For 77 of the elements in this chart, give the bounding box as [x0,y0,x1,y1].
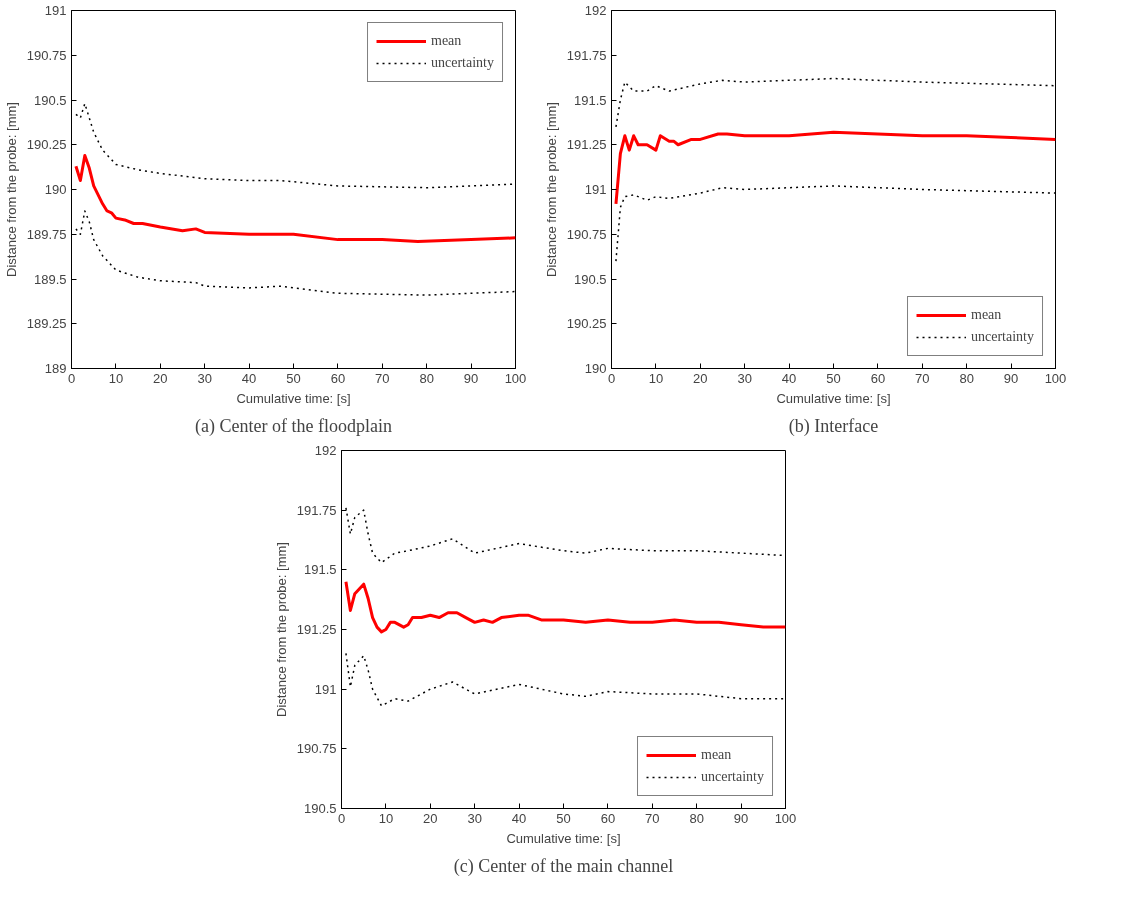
x-tick-label: 70 [375,370,390,386]
y-tick-label: 192 [314,443,337,458]
legend-label: uncertainty [701,769,764,785]
x-tick-label: 20 [153,370,168,386]
line-series [74,153,516,243]
x-tick-label: 70 [915,370,930,386]
line-series [344,580,786,634]
legend-label: mean [701,747,732,763]
y-tick-label: 190.5 [573,271,607,287]
x-tick-label: 50 [826,370,841,386]
y-tick-label: 189.75 [26,226,67,242]
x-tick-label: 80 [959,370,974,386]
legend-label: uncertainty [431,55,494,71]
y-tick-label: 190.5 [303,801,337,816]
x-axis-title: Cumulative time: [s] [506,830,621,846]
x-tick-label: 90 [733,810,749,826]
x-tick-label: 80 [689,810,704,826]
y-tick-label: 190.5 [33,92,67,108]
x-tick-label: 60 [870,370,886,386]
line-series [614,130,1056,206]
legend-label: mean [971,307,1002,323]
text: (a) Center of the floodplain [195,415,392,437]
x-axis-title: Cumulative time: [s] [776,390,891,406]
y-tick-label: 191 [314,681,337,697]
x-tick-label: 70 [645,810,660,826]
y-axis-title: Distance from the probe: [mm] [273,542,289,717]
y-tick-label: 190.25 [566,316,607,332]
y-axis-title: Distance from the probe: [mm] [543,102,559,277]
y-tick-label: 191.75 [566,47,607,63]
x-tick-label: 0 [607,370,616,386]
x-tick-label: 80 [419,370,434,386]
x-tick-label: 40 [241,370,257,386]
y-tick-label: 190 [44,182,67,197]
x-tick-label: 10 [378,810,394,826]
x-tick-label: 10 [648,370,664,386]
y-tick-label: 191.5 [303,562,337,578]
y-tick-label: 189.5 [33,271,67,287]
y-tick-label: 191.25 [296,622,337,637]
legend-label: uncertainty [971,329,1034,345]
x-axis-title: Cumulative time: [s] [236,390,351,406]
y-tick-label: 190.75 [26,47,67,63]
y-tick-label: 191.75 [296,502,337,518]
y-tick-label: 191.25 [566,137,607,153]
x-tick-label: 40 [781,370,797,386]
y-tick-label: 191.5 [573,92,607,108]
y-tick-label: 190.75 [296,741,337,757]
y-tick-label: 191 [584,182,607,197]
x-tick-label: 50 [556,810,571,826]
y-axis-title: Distance from the probe: [mm] [3,102,19,277]
x-tick-label: 0 [337,810,346,826]
line-series [345,652,786,707]
x-tick-label: 20 [423,810,438,826]
x-tick-label: 90 [463,370,479,386]
legend-label: mean [431,33,462,49]
x-tick-label: 60 [600,810,616,826]
x-tick-label: 60 [330,370,346,386]
y-tick-label: 189.25 [26,316,67,332]
y-tick-label: 190.25 [26,137,67,153]
x-tick-label: 20 [693,370,708,386]
x-tick-label: 50 [286,370,301,386]
y-tick-label: 192 [584,3,607,18]
y-tick-label: 190 [584,361,607,376]
x-tick-label: 10 [108,370,124,386]
x-tick-label: 100 [774,810,797,826]
y-tick-label: 190.75 [566,226,607,242]
text: (c) Center of the main channel [453,855,674,877]
x-tick-label: 30 [737,370,752,386]
text: (b) Interface [788,415,879,437]
x-tick-label: 30 [467,810,482,826]
x-tick-label: 40 [511,810,527,826]
y-tick-label: 191 [44,3,67,18]
x-tick-label: 0 [67,370,76,386]
x-tick-label: 30 [197,370,212,386]
x-tick-label: 100 [504,370,527,386]
x-tick-label: 90 [1003,370,1019,386]
x-tick-label: 100 [1044,370,1067,386]
y-tick-label: 189 [44,361,67,376]
